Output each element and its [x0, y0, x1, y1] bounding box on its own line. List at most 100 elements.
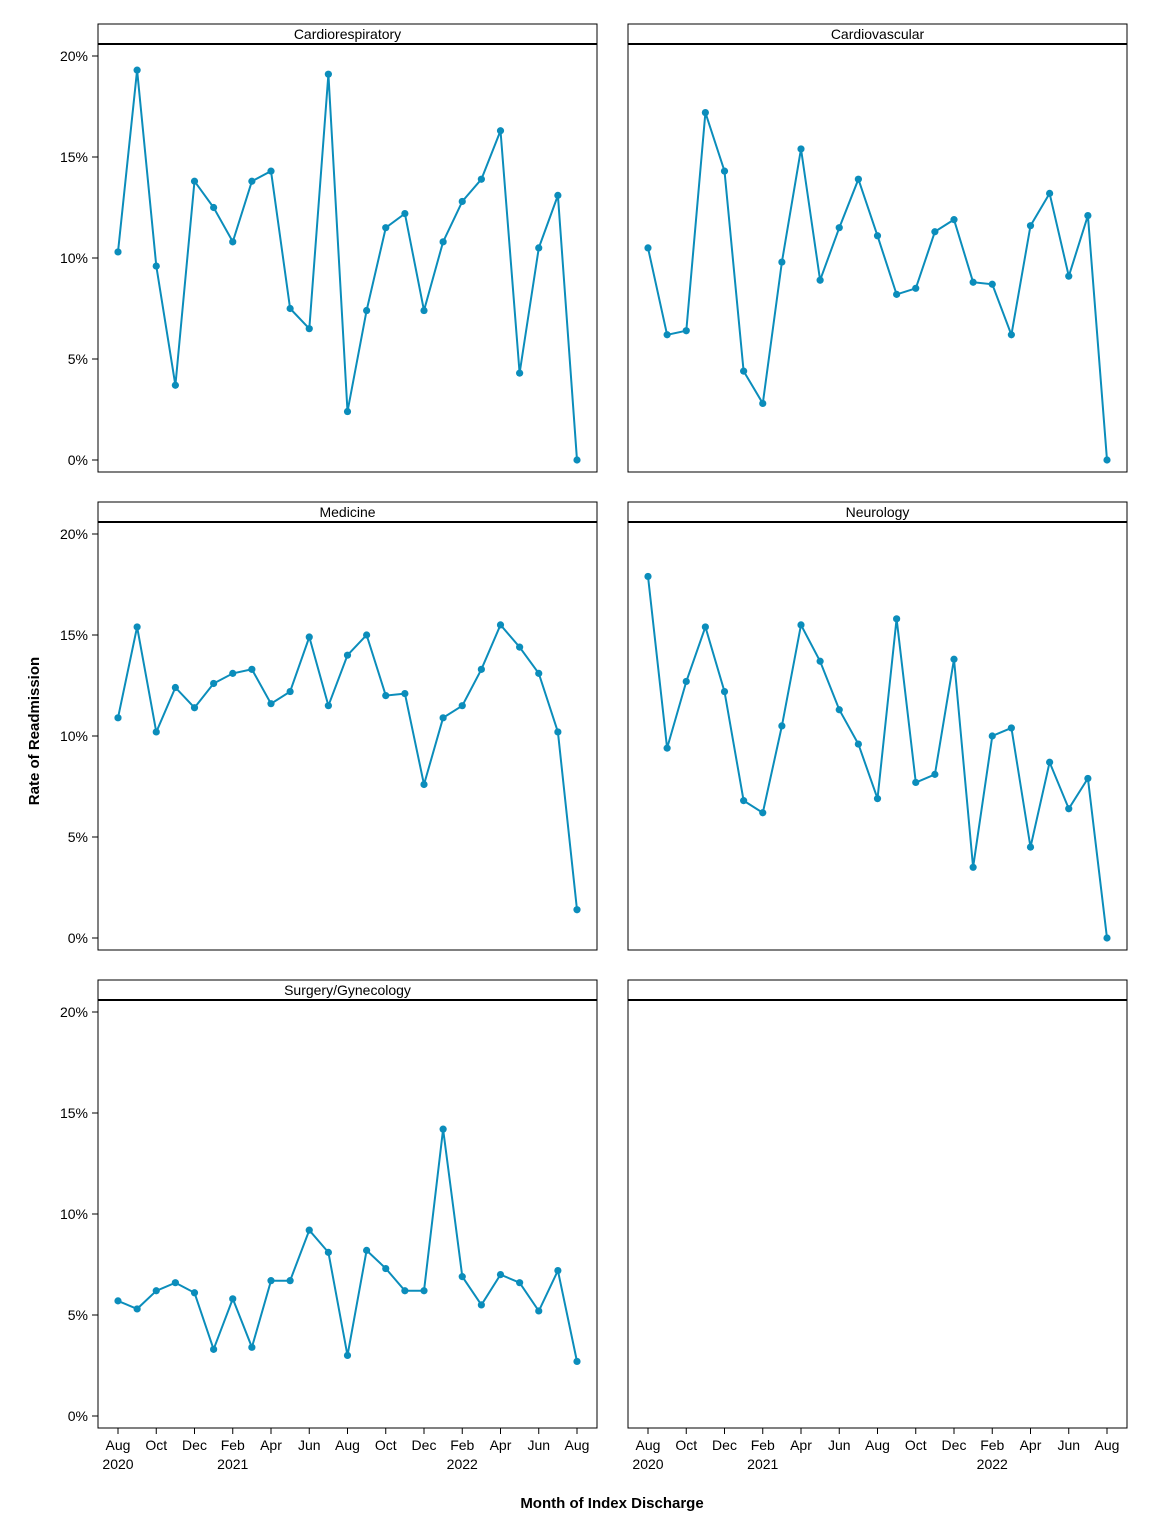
- data-point: [171, 683, 179, 692]
- data-point: [873, 795, 882, 803]
- data-point: [554, 1266, 562, 1275]
- data-point: [759, 399, 767, 408]
- data-point: [1046, 189, 1054, 197]
- data-point: [554, 191, 562, 199]
- x-tick-label: Apr: [490, 1437, 512, 1453]
- x-tick-label: 2022: [977, 1456, 1008, 1472]
- x-tick-label: Feb: [980, 1437, 1004, 1453]
- data-point: [382, 1264, 390, 1273]
- data-point: [1065, 805, 1073, 813]
- data-point: [988, 280, 996, 288]
- data-point: [950, 216, 958, 224]
- strip-label: Cardiorespiratory: [294, 26, 401, 42]
- data-point: [1007, 331, 1015, 339]
- data-point: [969, 863, 977, 871]
- y-tick-label: 5%: [68, 351, 88, 367]
- series-line: [117, 1129, 578, 1362]
- data-point: [1007, 724, 1015, 732]
- x-tick-label: Oct: [145, 1437, 167, 1453]
- y-tick-label: 0%: [68, 452, 88, 468]
- data-point: [816, 276, 824, 284]
- data-point: [644, 572, 652, 581]
- data-point: [190, 1289, 199, 1297]
- data-point: [496, 621, 505, 629]
- y-tick-label: 10%: [60, 250, 88, 266]
- data-point: [740, 797, 748, 805]
- x-tick-label: Dec: [712, 1437, 737, 1453]
- panel-frame: [97, 979, 598, 1429]
- data-point: [573, 906, 581, 914]
- data-point: [439, 238, 447, 246]
- x-tick-label: Dec: [942, 1437, 967, 1453]
- x-tick-label: Oct: [905, 1437, 927, 1453]
- data-point: [343, 407, 352, 416]
- data-point: [363, 1246, 371, 1254]
- data-point: [324, 70, 332, 78]
- x-axis-title: Month of Index Discharge: [520, 1495, 703, 1512]
- data-point: [1026, 843, 1035, 851]
- x-tick-label: Dec: [412, 1437, 437, 1453]
- data-point: [458, 702, 466, 710]
- data-point: [152, 262, 160, 270]
- x-tick-label: Feb: [450, 1437, 474, 1453]
- x-tick-label: Dec: [182, 1437, 207, 1453]
- x-tick-label: Apr: [790, 1437, 812, 1453]
- data-point: [516, 369, 524, 377]
- x-tick-label: Jun: [527, 1437, 550, 1453]
- data-point: [931, 770, 939, 778]
- data-point: [931, 228, 939, 236]
- data-point: [778, 258, 786, 266]
- y-tick-label: 10%: [60, 1206, 88, 1222]
- y-tick-label: 20%: [60, 1004, 88, 1020]
- data-point: [305, 325, 313, 333]
- data-point: [1084, 211, 1092, 220]
- data-point: [324, 702, 332, 710]
- data-point: [286, 304, 294, 313]
- data-point: [133, 623, 141, 631]
- data-point: [439, 714, 447, 722]
- data-point: [835, 224, 843, 232]
- data-point: [516, 643, 524, 651]
- data-point: [229, 238, 237, 246]
- data-point: [267, 167, 275, 175]
- data-point: [114, 248, 122, 256]
- data-point: [1103, 456, 1111, 464]
- y-axis-title: Rate of Readmission: [26, 657, 43, 805]
- data-point: [1103, 934, 1111, 942]
- data-point: [248, 1343, 256, 1351]
- data-point: [210, 203, 218, 212]
- data-point: [969, 278, 977, 286]
- data-point: [873, 232, 882, 240]
- data-point: [420, 306, 428, 315]
- x-tick-label: 2022: [447, 1456, 478, 1472]
- data-point: [229, 669, 237, 677]
- data-point: [305, 633, 313, 641]
- y-tick-label: 20%: [60, 48, 88, 64]
- x-tick-label: 2020: [632, 1456, 663, 1472]
- y-tick-label: 15%: [60, 149, 88, 165]
- data-point: [893, 290, 901, 298]
- data-point: [816, 657, 824, 665]
- data-point: [1026, 222, 1035, 230]
- data-point: [1065, 272, 1073, 280]
- y-tick-label: 20%: [60, 526, 88, 542]
- data-point: [190, 704, 199, 712]
- data-point: [420, 1287, 428, 1295]
- data-point: [701, 623, 709, 631]
- data-point: [171, 1279, 179, 1287]
- panel-cardiovascular: Cardiovascular: [627, 23, 1128, 473]
- x-tick-label: Feb: [221, 1437, 245, 1453]
- data-point: [496, 1271, 505, 1279]
- x-tick-label: 2020: [102, 1456, 133, 1472]
- data-point: [682, 677, 690, 686]
- x-tick-label: Aug: [335, 1437, 360, 1453]
- data-point: [496, 127, 505, 135]
- x-tick-label: Feb: [751, 1437, 775, 1453]
- data-point: [663, 331, 671, 339]
- series-line: [117, 69, 578, 461]
- panel-neurology: Neurology: [627, 501, 1128, 951]
- data-point: [248, 665, 256, 673]
- data-point: [305, 1226, 313, 1234]
- data-point: [988, 732, 996, 740]
